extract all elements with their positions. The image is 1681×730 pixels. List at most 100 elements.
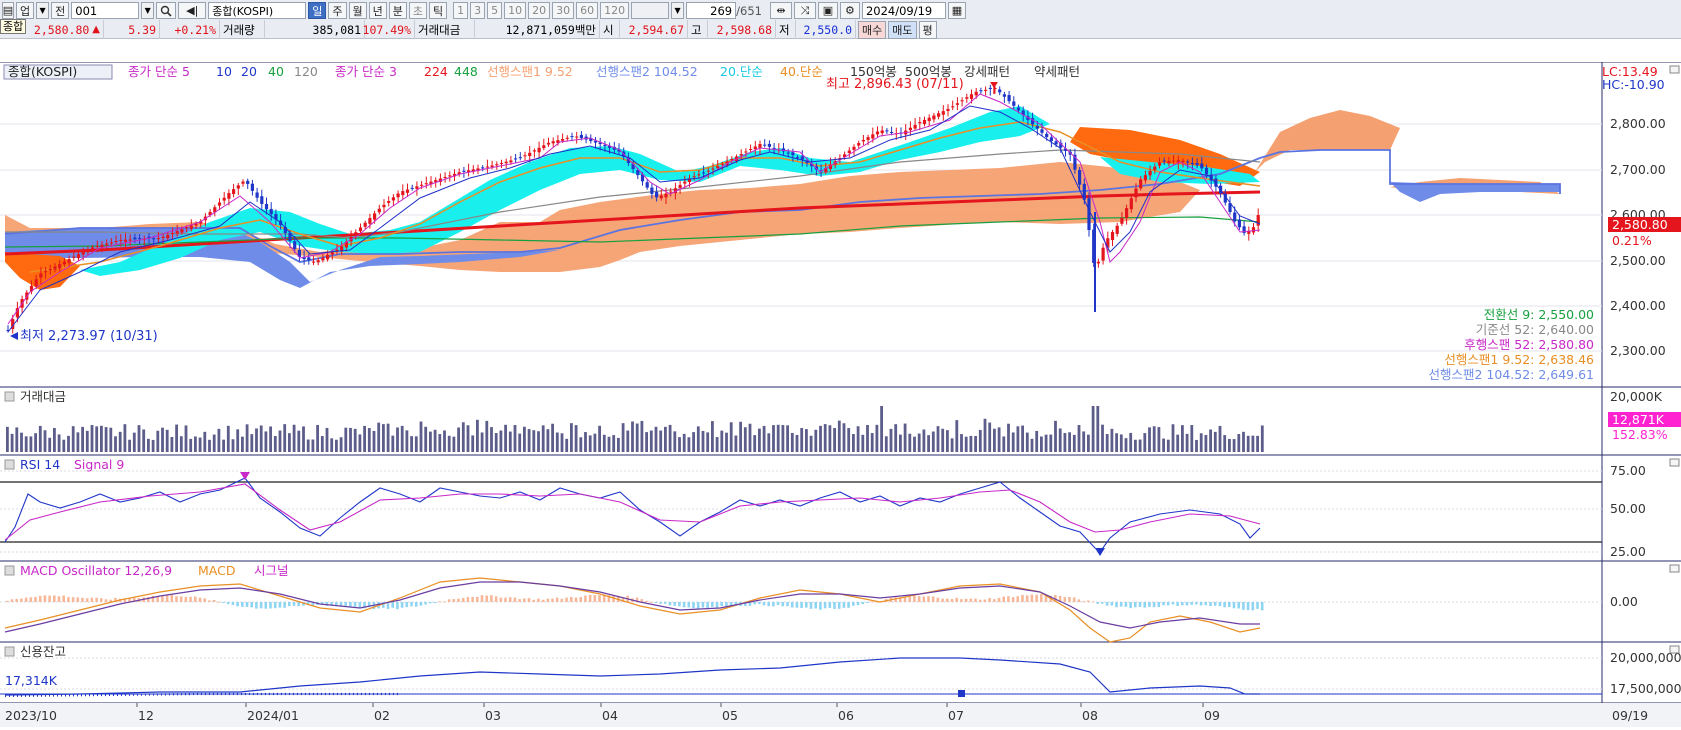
- macd-oscillator-bar: [194, 596, 197, 602]
- period-toggle-button[interactable]: 전: [51, 2, 70, 19]
- indicator-values: 전환선 9: 2,550.00 기준선 52: 2,640.00 후행스팬 52…: [1428, 307, 1594, 382]
- calendar-icon[interactable]: ▦: [947, 2, 966, 19]
- amount-bar: [969, 435, 973, 452]
- candle-body: [875, 131, 880, 135]
- amount-bar: [1228, 438, 1231, 452]
- indicator-lagging-span: 후행스팬 52: 2,580.80: [1464, 337, 1594, 352]
- gear-icon[interactable]: ⚙: [839, 2, 860, 19]
- candle-body: [1195, 163, 1199, 166]
- amount-bar: [184, 425, 188, 452]
- main-panel-collapse-button[interactable]: [1669, 65, 1680, 74]
- price-change: 5.39: [128, 22, 156, 37]
- macd-panel-collapse-button[interactable]: [1669, 564, 1680, 573]
- macd-oscillator-bar: [828, 602, 832, 609]
- candle-body: [542, 145, 546, 149]
- amount-bar: [349, 427, 352, 452]
- interval-button-3[interactable]: 3: [470, 2, 486, 19]
- credit-panel-collapse-button[interactable]: [1669, 645, 1680, 654]
- interval-custom-input[interactable]: [631, 2, 670, 19]
- amount-bar: [678, 437, 681, 452]
- interval-dropdown-icon[interactable]: ▼: [671, 2, 685, 19]
- interval-button-5[interactable]: 5: [487, 2, 503, 19]
- candle-body: [199, 221, 203, 224]
- amount-bar: [941, 428, 945, 452]
- macd-oscillator-bar: [292, 602, 296, 606]
- macd-oscillator-bar: [570, 596, 573, 602]
- legend-ma-close-3: 종가 단순 3: [335, 64, 397, 79]
- amount-bar: [1021, 425, 1024, 452]
- amount-bar: [114, 436, 117, 452]
- panel-buttons[interactable]: [1669, 65, 1680, 654]
- macd-oscillator-bar: [259, 602, 263, 609]
- buy-button[interactable]: 매수: [858, 20, 887, 39]
- candle-body: [753, 146, 757, 150]
- candle-body: [180, 229, 184, 233]
- macd-oscillator-bar: [264, 602, 268, 609]
- date-input[interactable]: 2024/09/19: [861, 2, 946, 19]
- count-input[interactable]: 269: [686, 2, 737, 19]
- candle-body: [100, 244, 104, 248]
- candle-body: [39, 273, 43, 278]
- search-icon[interactable]: [156, 2, 177, 19]
- macd-oscillator-bar: [1115, 602, 1118, 608]
- zoom-out-icon[interactable]: ⤨: [793, 2, 816, 19]
- candle-body: [927, 117, 931, 122]
- code-dropdown-icon[interactable]: ▼: [141, 2, 155, 19]
- macd-oscillator-bar: [899, 597, 902, 602]
- candle-body: [1092, 229, 1096, 263]
- candle-body: [340, 246, 344, 252]
- amount-bar: [837, 420, 841, 452]
- menu-icon[interactable]: ▤: [2, 2, 14, 19]
- low-marker: 최저 2,273.97 (10/31): [10, 329, 158, 344]
- legend-symbol-box[interactable]: [3, 64, 113, 80]
- amount-bar: [607, 436, 611, 452]
- candle-body: [984, 89, 988, 91]
- sell-button[interactable]: 매도: [888, 20, 917, 39]
- interval-button-1[interactable]: 1: [453, 2, 469, 19]
- candle-body: [706, 170, 710, 172]
- period-button-day[interactable]: 일: [308, 2, 327, 19]
- macd-oscillator-bar: [245, 602, 249, 607]
- speaker-icon[interactable]: ◀|: [178, 2, 207, 19]
- interval-button-30[interactable]: 30: [552, 2, 575, 19]
- name-input[interactable]: 종합(KOSPI): [208, 2, 307, 19]
- period-button-minute[interactable]: 분: [388, 2, 407, 19]
- macd-oscillator-bar: [236, 602, 239, 607]
- amount-bar: [34, 433, 37, 452]
- interval-button-120[interactable]: 120: [600, 2, 630, 19]
- period-button-tick[interactable]: 틱: [429, 2, 448, 19]
- zoom-in-icon[interactable]: ⇹: [769, 2, 792, 19]
- interval-button-20[interactable]: 20: [528, 2, 551, 19]
- interval-button-10[interactable]: 10: [504, 2, 527, 19]
- amount-bar: [85, 430, 89, 452]
- macd-oscillator-bar: [946, 598, 949, 602]
- candle-body: [763, 144, 767, 146]
- amount-bar: [640, 420, 644, 452]
- period-button-month[interactable]: 월: [348, 2, 367, 19]
- candle-body: [53, 266, 57, 270]
- chart-area[interactable]: 최고 2,896.43 (07/11) 최저 2,273.97 (10/31) …: [0, 61, 1681, 727]
- macd-oscillator-bar: [1002, 596, 1005, 602]
- category-button[interactable]: 업: [16, 2, 35, 19]
- amount-bar: [1171, 424, 1175, 452]
- period-button-second[interactable]: 초: [408, 2, 427, 19]
- indicator-leading-span2: 선행스팬2 104.52: 2,649.61: [1428, 367, 1594, 382]
- rsi-panel-collapse-button[interactable]: [1669, 458, 1680, 467]
- amount-bar: [659, 430, 663, 452]
- high-label: 고: [691, 22, 702, 37]
- period-button-week[interactable]: 주: [328, 2, 347, 19]
- code-input[interactable]: 001: [71, 2, 140, 19]
- candle-body: [15, 308, 19, 318]
- save-icon[interactable]: ▣: [817, 2, 838, 19]
- category-dropdown-icon[interactable]: ▼: [36, 2, 50, 19]
- eval-button[interactable]: 평: [918, 20, 937, 39]
- candle-body: [391, 197, 395, 201]
- interval-button-60[interactable]: 60: [576, 2, 599, 19]
- period-button-year[interactable]: 년: [368, 2, 387, 19]
- chart-svg[interactable]: 최고 2,896.43 (07/11) 최저 2,273.97 (10/31) …: [0, 61, 1681, 727]
- candle-body: [91, 247, 95, 249]
- macd-oscillator-bar: [978, 599, 982, 602]
- macd-oscillator-bar: [147, 597, 150, 602]
- macd-oscillator-bar: [767, 602, 770, 607]
- macd-oscillator-bar: [729, 602, 733, 608]
